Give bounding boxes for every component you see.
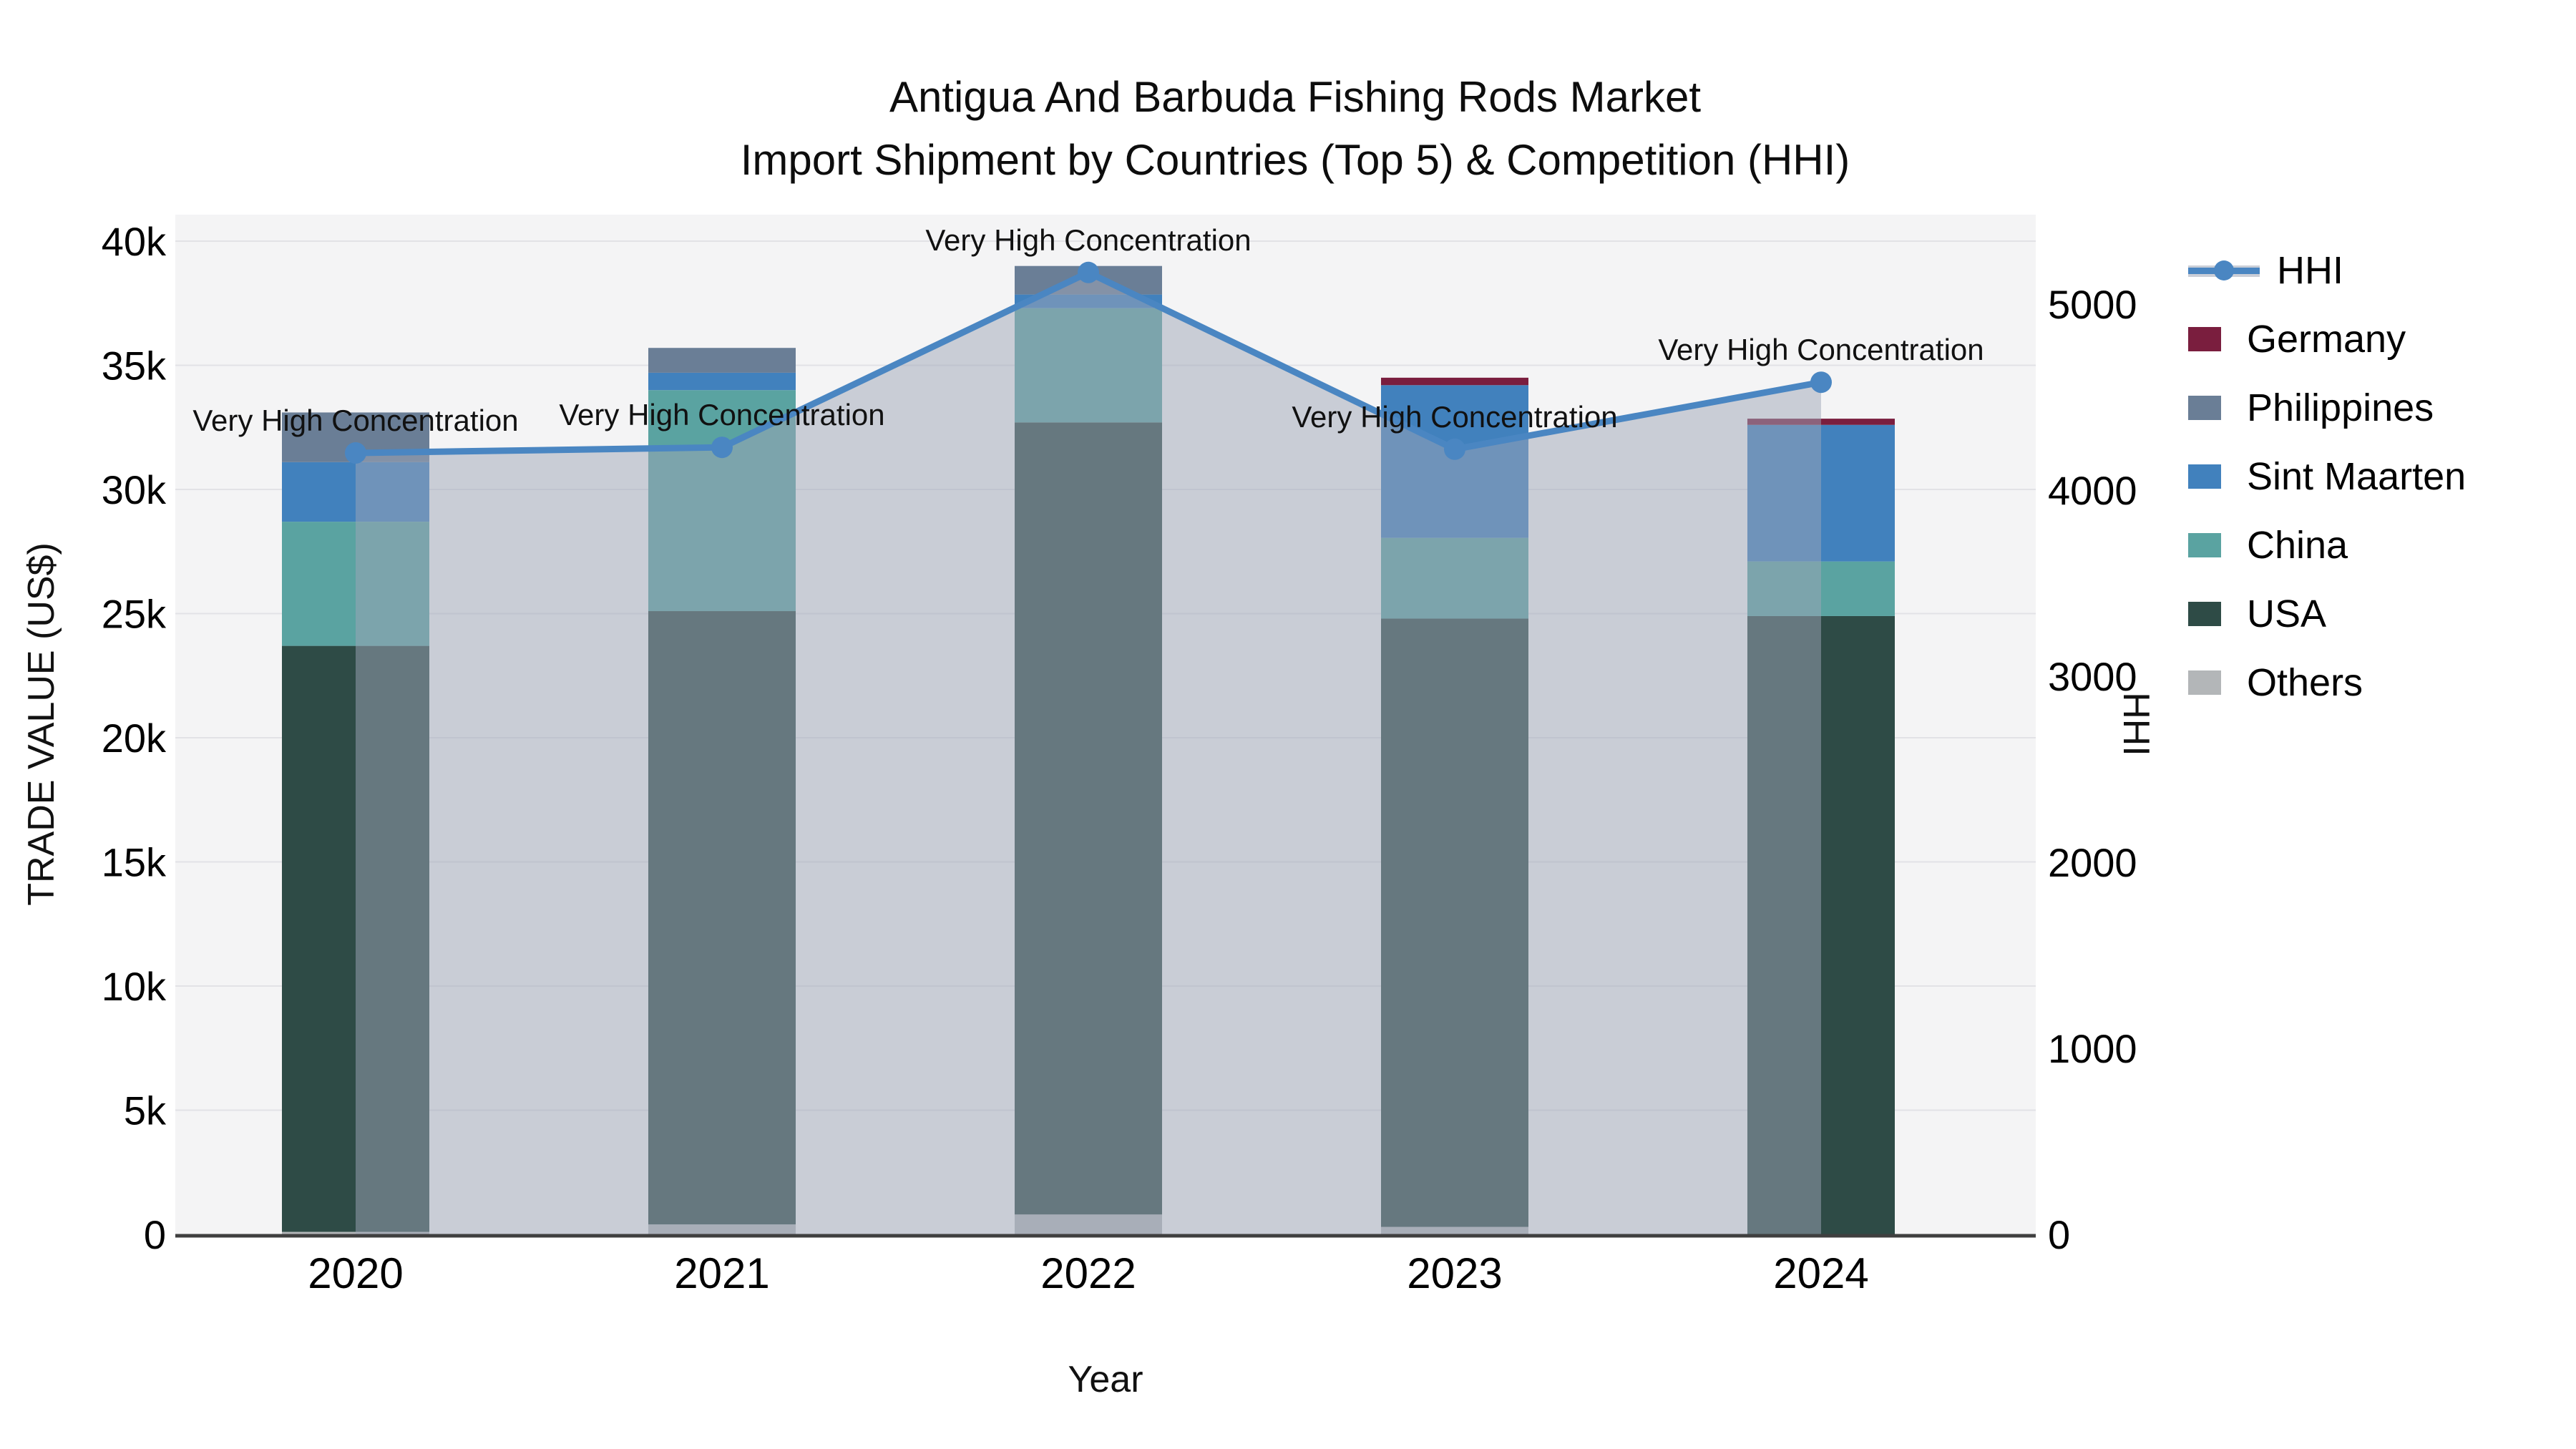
x-tick-label: 2021 [674,1249,769,1297]
legend-item-philippines[interactable]: Philippines [2188,374,2466,442]
bar-segment-sint-maarten[interactable] [648,372,796,391]
legend-item-label: China [2247,524,2348,567]
x-axis-title: Year [1068,1359,1143,1400]
hhi-marker[interactable] [1078,261,1099,283]
legend: HHI Germany Philippines Sint Maarten China US… [2188,236,2466,717]
legend-item-label: Others [2247,661,2363,704]
chart-title-line2: Import Shipment by Countries (Top 5) & C… [740,136,1850,184]
legend-item-label: Germany [2247,318,2406,361]
chart-title-line1: Antigua And Barbuda Fishing Rods Market [889,73,1701,121]
y-left-tick-label: 40k [102,219,167,264]
legend-item-china[interactable]: China [2188,511,2466,580]
bar-segment-germany[interactable] [1381,377,1528,386]
y-left-tick-label: 30k [102,467,167,512]
y-right-tick-label: 4000 [2048,468,2137,513]
y-axis-left-title: TRADE VALUE (US$) [21,542,62,906]
legend-swatch-icon [2188,602,2221,626]
legend-hhi-line-icon [2188,258,2260,283]
hhi-marker[interactable] [711,436,733,459]
y-right-tick-label: 5000 [2048,282,2137,327]
annotation-label: Very High Concentration [1292,400,1617,434]
legend-swatch-icon [2188,670,2221,695]
legend-item-others[interactable]: Others [2188,648,2466,717]
legend-item-usa[interactable]: USA [2188,580,2466,648]
bar-segment-philippines[interactable] [648,348,796,373]
annotation-label: Very High Concentration [1658,333,1984,366]
legend-item-germany[interactable]: Germany [2188,305,2466,374]
y-right-tick-label: 1000 [2048,1026,2137,1071]
y-axis-right-title: HHI [2115,692,2157,756]
chart-title: Antigua And Barbuda Fishing Rods Market … [186,66,2404,192]
y-left-tick-label: 25k [102,592,167,637]
y-left-tick-label: 15k [102,840,167,885]
annotation-label: Very High Concentration [925,223,1251,257]
x-tick-label: 2024 [1773,1249,1868,1297]
annotation-label: Very High Concentration [192,404,518,437]
annotation-label: Very High Concentration [559,398,884,431]
x-tick-label: 2022 [1040,1249,1136,1297]
hhi-marker[interactable] [1444,438,1465,460]
y-left-tick-label: 20k [102,716,167,761]
legend-item-label: USA [2247,592,2327,635]
legend-swatch-icon [2188,396,2221,420]
y-right-tick-label: 0 [2048,1212,2070,1257]
hhi-marker[interactable] [1810,371,1832,394]
y-left-tick-label: 5k [124,1088,167,1133]
y-right-tick-label: 2000 [2048,840,2137,885]
legend-swatch-icon [2188,327,2221,351]
legend-swatch-icon [2188,533,2221,557]
legend-item-label: Philippines [2247,386,2434,429]
legend-item-sint-maarten[interactable]: Sint Maarten [2188,442,2466,511]
hhi-marker[interactable] [345,442,366,464]
legend-item-hhi[interactable]: HHI [2188,236,2466,305]
y-right-tick-label: 3000 [2048,654,2137,699]
y-left-tick-label: 35k [102,343,167,389]
y-left-tick-label: 0 [144,1212,166,1257]
legend-item-label: Sint Maarten [2247,455,2467,498]
legend-swatch-icon [2188,464,2221,489]
legend-item-label: HHI [2277,249,2343,292]
x-tick-label: 2023 [1407,1249,1502,1297]
x-tick-label: 2020 [308,1249,403,1297]
y-left-tick-label: 10k [102,964,167,1009]
hhi-area-fill [356,272,1821,1234]
